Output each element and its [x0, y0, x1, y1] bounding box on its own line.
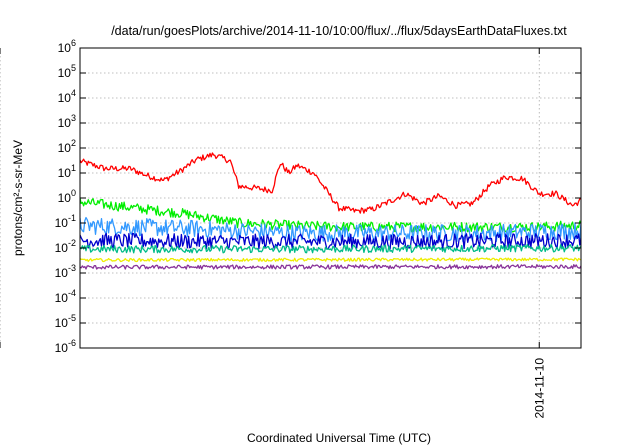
y-tick-label: 10-2: [55, 238, 76, 255]
y-tick-label: 100: [58, 188, 76, 205]
y-tick-label: 10-4: [55, 288, 76, 305]
y-tick-label: 102: [58, 138, 76, 155]
series-line-5: [80, 243, 581, 254]
y-tick-label: 104: [58, 88, 76, 105]
series-line-4: [80, 232, 581, 250]
y-axis-label: protons/cm²-s-sr-MeV: [11, 140, 25, 256]
series-group: [80, 152, 581, 270]
y-tick-label: 10-5: [55, 313, 76, 330]
series-line-3: [80, 216, 581, 243]
y-tick-label: 106: [58, 38, 76, 55]
y-axis-ticks: 10-6 10-5 10-4 10-3 10-2 10-1 100 101 102 103 104 1…: [55, 38, 581, 355]
y-tick-label: 101: [58, 163, 76, 180]
series-line-2: [80, 198, 581, 233]
y-tick-label: 10-1: [55, 213, 76, 230]
y-tick-label: 103: [58, 113, 76, 130]
x-axis-label: Coordinated Universal Time (UTC): [247, 431, 431, 445]
x-tick-label: 2014-11-10: [532, 358, 546, 419]
chart-title: /data/run/goesPlots/archive/2014-11-10/1…: [111, 24, 567, 38]
y-tick-label: 105: [58, 63, 76, 80]
series-line-6: [80, 257, 581, 263]
series-line-1: [80, 152, 581, 214]
series-line-7: [80, 264, 581, 270]
y-tick-label: 10-6: [55, 338, 76, 355]
y-tick-label: 10-3: [55, 263, 76, 280]
